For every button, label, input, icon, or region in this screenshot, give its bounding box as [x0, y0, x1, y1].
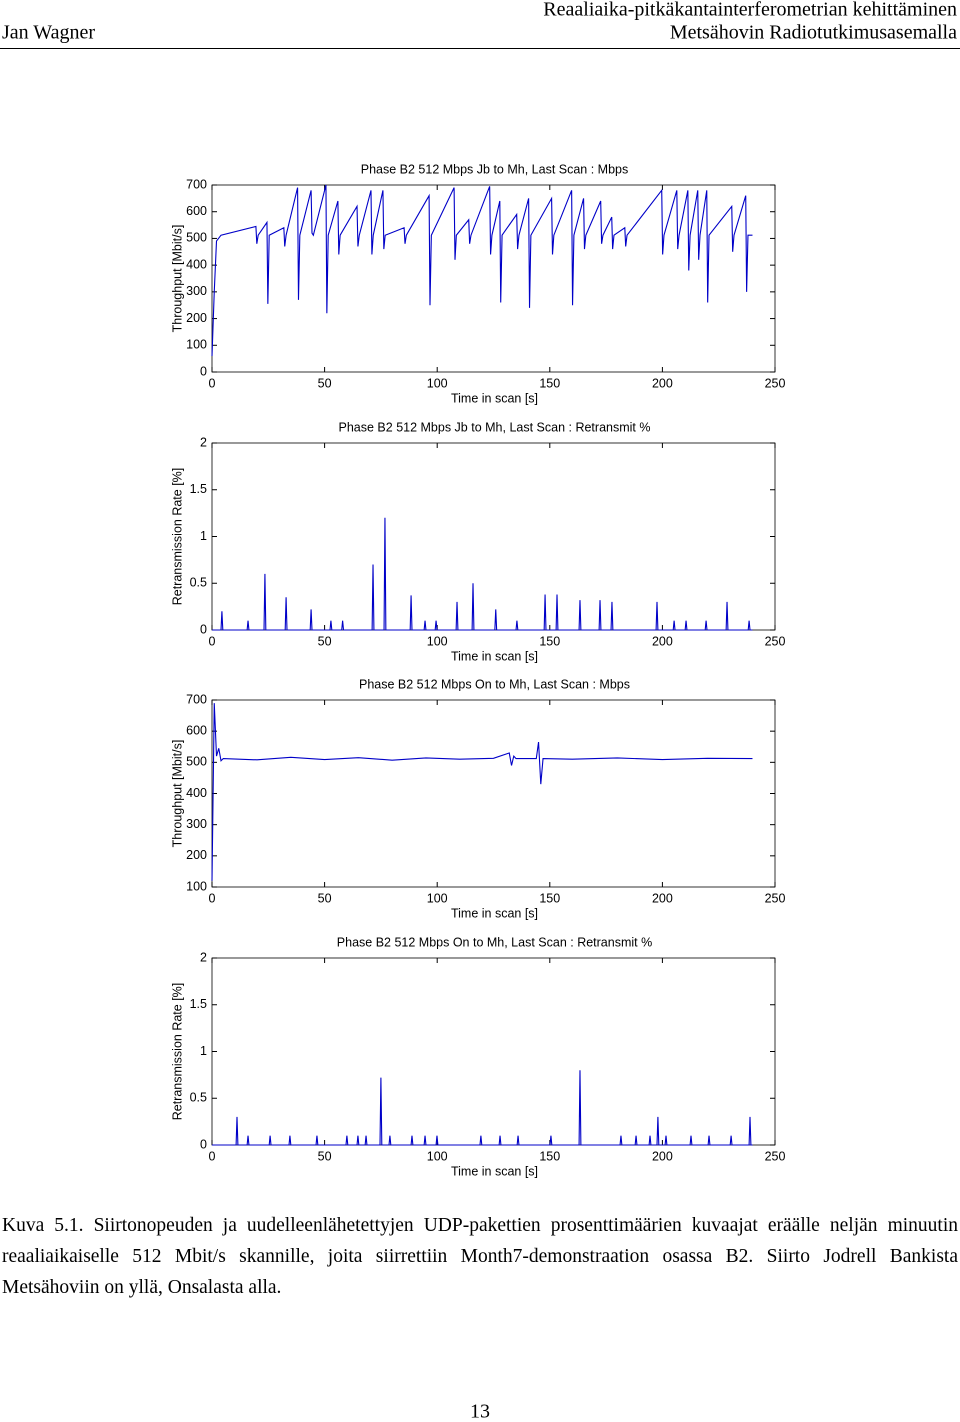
page-number: 13 — [470, 1401, 490, 1422]
chart-title: Phase B2 512 Mbps Jb to Mh, Last Scan : … — [339, 420, 651, 434]
x-axis-label: Time in scan [s] — [451, 649, 538, 663]
data-line — [212, 1070, 753, 1146]
header-title: Reaaliaika-pitkäkantainterferometrian ke… — [543, 0, 957, 21]
y-tick-label: 1 — [200, 1044, 207, 1058]
x-tick-label: 200 — [652, 376, 673, 390]
header-title: Metsähovin Radiotutkimusasemalla — [670, 22, 957, 44]
y-tick-label: 400 — [186, 257, 207, 271]
x-tick-label: 150 — [539, 376, 560, 390]
x-tick-label: 0 — [209, 1149, 216, 1163]
x-tick-label: 150 — [539, 1149, 560, 1163]
y-tick-label: 0 — [200, 1137, 207, 1151]
x-tick-label: 250 — [765, 634, 786, 648]
y-tick-label: 300 — [186, 817, 207, 831]
x-tick-label: 50 — [318, 376, 332, 390]
x-axis-label: Time in scan [s] — [451, 906, 538, 920]
x-tick-label: 250 — [765, 376, 786, 390]
y-tick-label: 500 — [186, 231, 207, 245]
y-tick-label: 700 — [186, 177, 207, 191]
plot-frame — [211, 184, 776, 373]
y-tick-label: 0.5 — [190, 1091, 207, 1105]
y-tick-label: 1 — [200, 529, 207, 543]
y-axis-label: Throughput [Mbit/s] — [170, 225, 184, 333]
x-tick-label: 100 — [427, 634, 448, 648]
plot-frame — [211, 957, 776, 1146]
y-tick-label: 200 — [186, 848, 207, 862]
x-tick-label: 250 — [765, 891, 786, 905]
x-tick-label: 200 — [652, 1149, 673, 1163]
y-tick-label: 2 — [200, 435, 207, 449]
x-tick-label: 100 — [427, 376, 448, 390]
y-tick-label: 0 — [200, 364, 207, 378]
chart-title: Phase B2 512 Mbps Jb to Mh, Last Scan : … — [361, 162, 629, 176]
header-author: Jan Wagner — [2, 22, 95, 44]
y-axis-label: Throughput [Mbit/s] — [170, 740, 184, 848]
chart-title: Phase B2 512 Mbps On to Mh, Last Scan : … — [337, 935, 652, 949]
y-tick-label: 100 — [186, 879, 207, 893]
x-tick-label: 250 — [765, 1149, 786, 1163]
x-tick-label: 200 — [652, 634, 673, 648]
x-tick-label: 50 — [318, 891, 332, 905]
y-tick-label: 1.5 — [190, 997, 207, 1011]
y-axis-label: Retransmission Rate [%] — [170, 983, 184, 1121]
x-tick-label: 50 — [318, 1149, 332, 1163]
caption: Kuva 5.1. Siirtonopeuden ja uudelleenläh… — [2, 1215, 958, 1298]
data-line — [211, 184, 753, 356]
data-line — [212, 517, 753, 631]
chart-title: Phase B2 512 Mbps On to Mh, Last Scan : … — [359, 677, 630, 691]
x-tick-label: 150 — [539, 891, 560, 905]
y-tick-label: 600 — [186, 204, 207, 218]
y-tick-label: 400 — [186, 786, 207, 800]
x-tick-label: 0 — [209, 634, 216, 648]
y-tick-label: 600 — [186, 723, 207, 737]
y-tick-label: 300 — [186, 284, 207, 298]
plot-frame — [211, 442, 776, 631]
x-tick-label: 50 — [318, 634, 332, 648]
y-tick-label: 0 — [200, 622, 207, 636]
x-tick-label: 100 — [427, 1149, 448, 1163]
x-tick-label: 200 — [652, 891, 673, 905]
x-axis-label: Time in scan [s] — [451, 1164, 538, 1178]
y-tick-label: 500 — [186, 755, 207, 769]
x-tick-label: 0 — [209, 891, 216, 905]
y-tick-label: 100 — [186, 338, 207, 352]
y-axis-label: Retransmission Rate [%] — [170, 468, 184, 606]
y-tick-label: 1.5 — [190, 482, 207, 496]
x-axis-label: Time in scan [s] — [451, 391, 538, 405]
y-tick-label: 0.5 — [190, 576, 207, 590]
y-tick-label: 200 — [186, 311, 207, 325]
x-tick-label: 0 — [209, 376, 216, 390]
x-tick-label: 100 — [427, 891, 448, 905]
plot-frame — [211, 699, 776, 888]
x-tick-label: 150 — [539, 634, 560, 648]
y-tick-label: 2 — [200, 950, 207, 964]
data-line — [211, 703, 753, 881]
y-tick-label: 700 — [186, 692, 207, 706]
